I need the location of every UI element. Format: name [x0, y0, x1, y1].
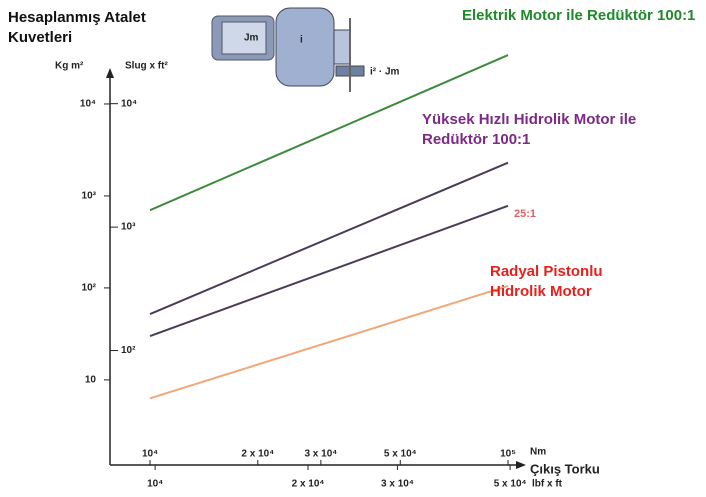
x-tick-label: 2 x 10⁴: [241, 449, 274, 460]
x2-tick-label: 3 x 10⁴: [381, 479, 414, 490]
series-label: Elektrik Motor ile Redüktör 100:1: [462, 6, 702, 26]
y2-unit: Slug x ft²: [125, 61, 168, 72]
axis-arrow: [106, 68, 114, 78]
series-label: Yüksek Hızlı Hidrolik Motor ile Redüktör…: [422, 110, 672, 150]
x-tick-label: 10⁴: [142, 449, 158, 460]
illustration-label: i² · Jm: [370, 67, 400, 78]
x-tick-label: 10⁵: [500, 449, 516, 460]
chart-title: Hesaplanmış Atalet Kuvetleri: [8, 8, 208, 48]
chart: Jm i i² · Jm Kg m² Slug x ft² Nm lbf x f…: [0, 0, 706, 497]
x2-unit: lbf x ft: [532, 479, 563, 490]
x2-tick-label: 2 x 10⁴: [292, 479, 325, 490]
y2-tick-label: 10²: [121, 345, 136, 356]
x-label: Çıkış Torku: [530, 461, 600, 476]
x2-tick-label: 5 x 10⁴: [494, 479, 527, 490]
x-tick-label: 5 x 10⁴: [384, 449, 417, 460]
series-line: [150, 206, 508, 336]
x2-tick-label: 10⁴: [147, 479, 163, 490]
series-line: [150, 163, 508, 314]
y-tick-label: 10²: [82, 283, 97, 294]
illustration-label: Jm: [244, 33, 259, 44]
series-label: Radyal Pistonlu Hidrolik Motor: [490, 262, 660, 302]
y-tick-label: 10³: [82, 191, 97, 202]
y2-tick-label: 10⁴: [121, 98, 137, 109]
y2-tick-label: 10³: [121, 222, 136, 233]
x-tick-label: 3 x 10⁴: [304, 449, 337, 460]
axis-arrow: [516, 461, 526, 469]
y-tick-label: 10: [85, 375, 97, 386]
x-unit: Nm: [530, 447, 546, 458]
page: Jm i i² · Jm Kg m² Slug x ft² Nm lbf x f…: [0, 0, 706, 497]
y-tick-label: 10⁴: [80, 99, 96, 110]
series-label: 25:1: [514, 204, 536, 224]
series-line: [150, 286, 508, 398]
illustration-label: i: [300, 35, 303, 46]
y-unit: Kg m²: [55, 61, 84, 72]
motor-illustration: Jm i i² · Jm: [212, 8, 400, 92]
